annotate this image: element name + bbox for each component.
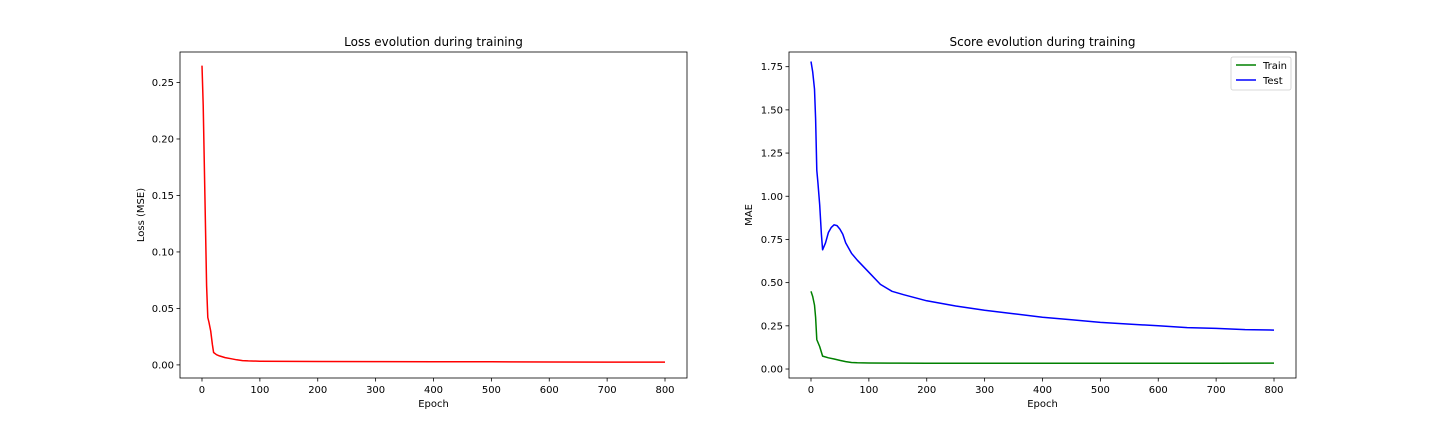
- score-y-tick-label: 0.25: [761, 321, 783, 332]
- score-x-tick-label: 0: [808, 385, 814, 396]
- score-y-tick-label: 0.50: [761, 278, 783, 289]
- loss-x-axis-label: Epoch: [418, 399, 449, 410]
- score-chart: Score evolution during training 0 100 200 3…: [744, 35, 1297, 410]
- score-legend: Train Test: [1230, 56, 1292, 91]
- score-x-tick-label: 200: [917, 385, 936, 396]
- loss-axes-frame: [179, 51, 688, 379]
- loss-line-series-0: [201, 65, 665, 363]
- loss-x-tick-label: 800: [655, 385, 674, 396]
- score-y-tick-label: 1.75: [761, 62, 783, 73]
- loss-y-tick-label: 0.10: [152, 247, 174, 258]
- loss-y-tick-label: 0.15: [152, 191, 174, 202]
- score-x-axis-label: Epoch: [1027, 399, 1058, 410]
- score-y-tick-label: 1.50: [761, 105, 783, 116]
- loss-plot-area: [201, 65, 665, 363]
- score-line-train: [810, 291, 1275, 365]
- loss-x-tick-label: 0: [199, 385, 205, 396]
- loss-y-axis-label: Loss (MSE): [136, 188, 147, 242]
- score-y-axis-label: MAE: [744, 204, 755, 226]
- loss-x-tick-label: 100: [250, 385, 269, 396]
- score-line-test: [810, 61, 1275, 331]
- score-x-tick-label: 500: [1091, 385, 1110, 396]
- score-y-tick-label: 0.00: [761, 365, 783, 376]
- loss-ticks: 0 100 200 300 400 500 600 700 800 0.00 0.05 0.10 0.1…: [152, 78, 675, 396]
- loss-chart: Loss evolution during training 0 100 200 30…: [136, 35, 688, 410]
- score-plot-area: [810, 61, 1275, 365]
- score-y-tick-label: 0.75: [761, 235, 783, 246]
- score-y-tick-label: 1.00: [761, 192, 783, 203]
- score-x-tick-label: 800: [1264, 385, 1283, 396]
- score-y-tick-label: 1.25: [761, 149, 783, 160]
- score-chart-title: Score evolution during training: [949, 35, 1135, 49]
- loss-y-tick-label: 0.20: [152, 134, 174, 145]
- score-x-tick-label: 300: [975, 385, 994, 396]
- score-x-tick-label: 700: [1207, 385, 1226, 396]
- loss-y-tick-label: 0.00: [152, 360, 174, 371]
- legend-label-test: Test: [1262, 76, 1283, 87]
- loss-x-tick-label: 200: [308, 385, 327, 396]
- loss-y-tick-label: 0.25: [152, 78, 174, 89]
- score-x-tick-label: 100: [859, 385, 878, 396]
- loss-y-tick-label: 0.05: [152, 304, 174, 315]
- loss-chart-title: Loss evolution during training: [344, 35, 523, 49]
- loss-x-tick-label: 700: [598, 385, 617, 396]
- score-x-tick-label: 400: [1033, 385, 1052, 396]
- score-x-tick-label: 600: [1149, 385, 1168, 396]
- score-ticks: 0 100 200 300 400 500 600 700 800 0.00 0.25 0.50 0.7…: [761, 62, 1284, 396]
- loss-x-tick-label: 400: [424, 385, 443, 396]
- loss-x-tick-label: 300: [366, 385, 385, 396]
- loss-x-tick-label: 500: [482, 385, 501, 396]
- legend-label-train: Train: [1262, 61, 1287, 72]
- loss-x-tick-label: 600: [540, 385, 559, 396]
